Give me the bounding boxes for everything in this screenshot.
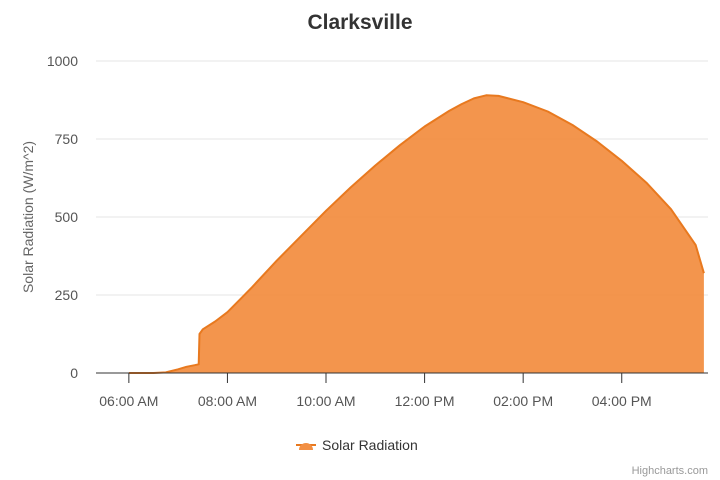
x-tick-label-3: 12:00 PM <box>395 393 455 409</box>
credits-link[interactable]: Highcharts.com <box>632 465 708 477</box>
data-point <box>325 210 327 212</box>
data-point <box>350 186 352 188</box>
data-point <box>522 101 524 103</box>
data-point <box>670 208 672 210</box>
data-point <box>461 103 463 105</box>
data-point <box>300 235 302 237</box>
x-tick-label-1: 08:00 AM <box>198 393 257 409</box>
data-point <box>374 165 376 167</box>
data-point <box>214 321 216 323</box>
data-point <box>251 286 253 288</box>
data-point <box>547 111 549 113</box>
series-line-0 <box>128 94 705 374</box>
data-point <box>199 333 201 335</box>
data-point <box>226 311 228 313</box>
y-axis-ticks: 0 250 500 750 1000 <box>47 53 78 381</box>
data-point <box>399 144 401 146</box>
y-tick-label-0: 0 <box>70 365 78 381</box>
legend-area-symbol <box>299 443 313 450</box>
series-area-0 <box>128 95 704 374</box>
y-tick-label-750: 750 <box>55 131 79 147</box>
y-tick-label-500: 500 <box>55 209 79 225</box>
data-point <box>448 110 450 112</box>
y-tick-label-1000: 1000 <box>47 53 78 69</box>
data-point <box>185 366 187 368</box>
data-point <box>177 368 179 370</box>
y-tick-label-250: 250 <box>55 287 79 303</box>
x-tick-label-5: 04:00 PM <box>592 393 652 409</box>
data-point <box>194 364 196 366</box>
data-point <box>596 141 598 143</box>
data-point <box>703 272 705 274</box>
data-point <box>276 260 278 262</box>
data-point <box>621 160 623 162</box>
data-point <box>424 126 426 128</box>
y-axis-title: Solar Radiation (W/m^2) <box>20 141 36 293</box>
x-axis-ticks: 06:00 AM 08:00 AM 10:00 AM 12:00 PM 02:00 PM… <box>99 373 652 409</box>
legend-item[interactable]: Solar Radiation <box>296 437 418 453</box>
data-point <box>695 244 697 246</box>
data-point <box>198 363 200 365</box>
x-tick-label-4: 02:00 PM <box>493 393 553 409</box>
series-group <box>128 94 705 374</box>
data-point <box>485 94 487 96</box>
chart-title: Clarksville <box>307 11 412 34</box>
x-tick-label-2: 10:00 AM <box>296 393 355 409</box>
data-point <box>473 97 475 99</box>
x-tick-label-0: 06:00 AM <box>99 393 158 409</box>
data-point <box>498 95 500 97</box>
legend-label: Solar Radiation <box>322 437 418 453</box>
data-point <box>572 124 574 126</box>
data-point <box>202 328 204 330</box>
data-point <box>645 182 647 184</box>
data-point <box>239 299 241 301</box>
